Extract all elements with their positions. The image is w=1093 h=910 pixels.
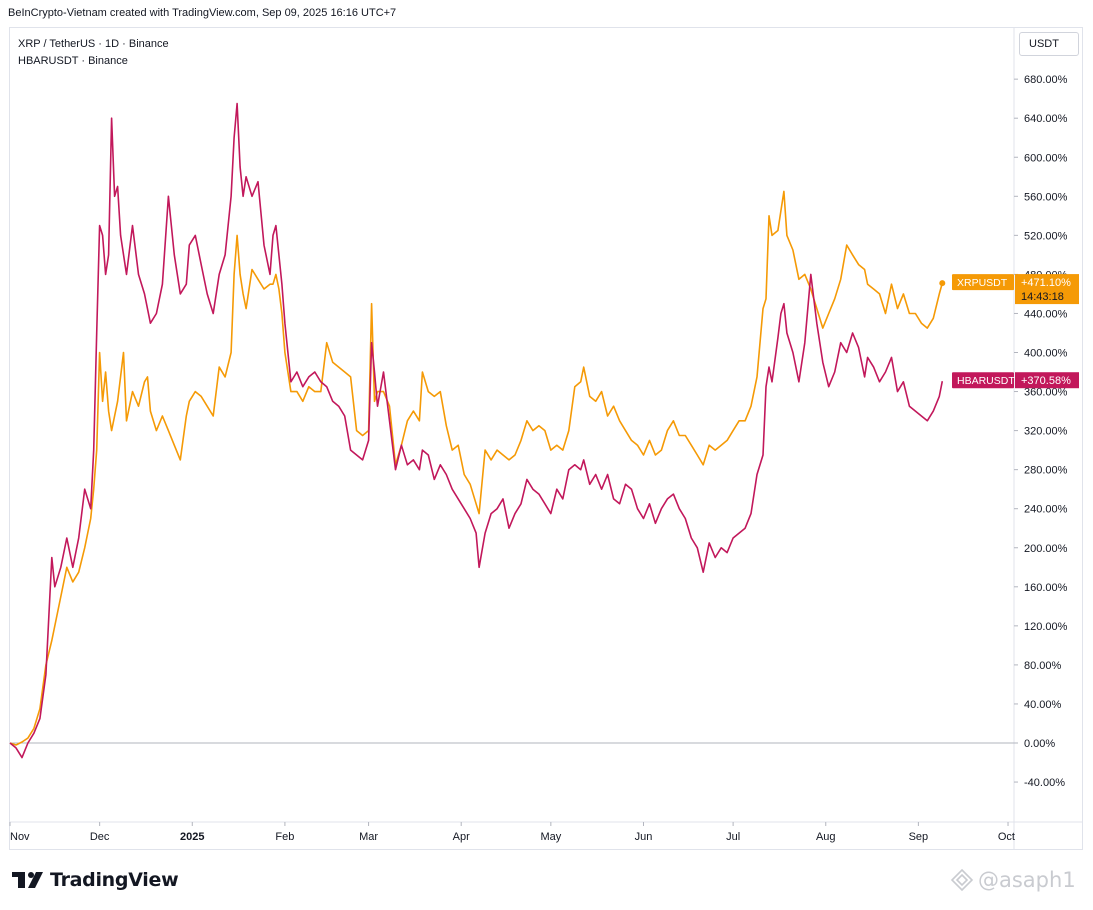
- legend-series-hbar[interactable]: HBARUSDT · Binance: [18, 55, 128, 67]
- y-tick-label: 560.00%: [1024, 191, 1068, 203]
- series-name-tag-bg: [952, 274, 1014, 291]
- x-tick-label: Dec: [90, 831, 110, 843]
- x-tick-label: Nov: [10, 831, 30, 843]
- series-name-tag-xrpusdt: XRPUSDT: [957, 277, 1008, 289]
- y-tick-label: 120.00%: [1024, 621, 1068, 633]
- x-tick-label: Jul: [726, 831, 740, 843]
- x-tick-label: 2025: [180, 831, 204, 843]
- y-tick-label: -40.00%: [1024, 777, 1065, 789]
- y-tick-label: 400.00%: [1024, 348, 1068, 360]
- x-tick-label: Oct: [998, 831, 1015, 843]
- label-layer: XRPUSDT +471.10% 14:43:18 HBARUSDT +370.58%: [952, 274, 1079, 389]
- y-tick-label: 40.00%: [1024, 699, 1062, 711]
- series-name-tag-hbarusdt: HBARUSDT: [957, 375, 1015, 387]
- series-layer: [9, 102, 946, 759]
- y-tick-label: 280.00%: [1024, 465, 1068, 477]
- tradingview-logo-text: TradingView: [50, 869, 179, 891]
- x-tick-label: Jun: [635, 831, 653, 843]
- series-line-xrpusdt: [9, 190, 944, 746]
- y-tick-label: 0.00%: [1024, 738, 1055, 750]
- series-line-hbarusdt: [9, 102, 944, 759]
- chart-frame: [9, 27, 1083, 850]
- y-tick-label: 440.00%: [1024, 308, 1068, 320]
- legend-series-xrp[interactable]: XRP / TetherUS · 1D · Binance: [18, 38, 169, 50]
- x-tick-label: Aug: [816, 831, 836, 843]
- series-value-tag-hbarusdt: +370.58%: [1021, 375, 1071, 387]
- x-tick-label: Feb: [275, 831, 294, 843]
- series-name-tag-bg: [952, 372, 1014, 389]
- chart-attribution: BeInCrypto-Vietnam created with TradingV…: [8, 7, 397, 19]
- y-tick-label: 160.00%: [1024, 582, 1068, 594]
- series-value-tag-bg: [1015, 372, 1079, 389]
- x-tick-label: Mar: [359, 831, 378, 843]
- y-tick-label: 200.00%: [1024, 543, 1068, 555]
- y-tick-label: 320.00%: [1024, 426, 1068, 438]
- y-tick-label: 640.00%: [1024, 113, 1068, 125]
- x-tick-label: Sep: [909, 831, 929, 843]
- binance-diamond-icon: [950, 868, 974, 892]
- currency-selector[interactable]: USDT: [1019, 32, 1079, 56]
- y-tick-label: 520.00%: [1024, 230, 1068, 242]
- y-tick-label: 240.00%: [1024, 504, 1068, 516]
- x-tick-label: Apr: [453, 831, 470, 843]
- watermark-text: @asaph1: [978, 868, 1076, 892]
- grid-layer: [10, 28, 1083, 849]
- author-watermark: @asaph1: [950, 868, 1076, 892]
- tradingview-logo-icon: [12, 872, 43, 888]
- y-tick-label: 600.00%: [1024, 152, 1068, 164]
- y-tick-label: 80.00%: [1024, 660, 1062, 672]
- series-countdown-xrpusdt: 14:43:18: [1021, 291, 1064, 303]
- x-tick-label: May: [540, 831, 561, 843]
- tradingview-logo[interactable]: TradingView: [12, 866, 179, 894]
- axis-layer: 680.00%640.00%600.00%560.00%520.00%480.0…: [9, 74, 1068, 843]
- series-value-tag-bg: [1015, 274, 1079, 305]
- y-tick-label: 360.00%: [1024, 387, 1068, 399]
- y-tick-label: 680.00%: [1024, 74, 1068, 86]
- series-value-tag-xrpusdt: +471.10%: [1021, 277, 1071, 289]
- chart-legend[interactable]: XRP / TetherUS · 1D · Binance HBARUSDT ·…: [18, 36, 169, 70]
- series-endpoint-xrpusdt: [939, 280, 946, 287]
